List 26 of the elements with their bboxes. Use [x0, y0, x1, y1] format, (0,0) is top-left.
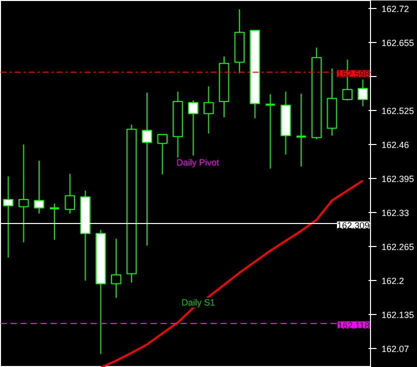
candlestick [64, 173, 75, 214]
candlestick [264, 94, 276, 170]
y-tick-label: 162.135 [382, 310, 414, 320]
candlestick [296, 93, 307, 167]
y-tick-label: 162.33 [382, 208, 410, 218]
annotation: Daily Pivot [176, 158, 220, 168]
annotation: Daily S1 [182, 298, 216, 308]
y-tick-label: 162.265 [382, 242, 414, 252]
candlestick [48, 203, 60, 240]
candlestick [18, 144, 29, 243]
candlestick [188, 100, 198, 156]
candlestick [358, 79, 368, 107]
y-tick-label: 162.07 [382, 344, 410, 354]
ref-line-label: 162.309 [336, 220, 370, 231]
candlestick [204, 86, 214, 134]
y-tick-label: 162.2 [382, 276, 404, 286]
y-tick-label: 162.395 [382, 174, 414, 184]
y-tick-label: 162.72 [382, 4, 410, 14]
y-tick-label: 162.525 [382, 106, 414, 116]
y-tick-label: 162.46 [382, 140, 410, 150]
candlestick [157, 134, 168, 175]
candlestick [111, 238, 122, 298]
candlestick [34, 160, 44, 214]
ref-line-label: 162.118 [338, 320, 370, 331]
ref-line-label: 162.598 [336, 69, 370, 80]
y-tick-label: 162.655 [382, 38, 414, 48]
